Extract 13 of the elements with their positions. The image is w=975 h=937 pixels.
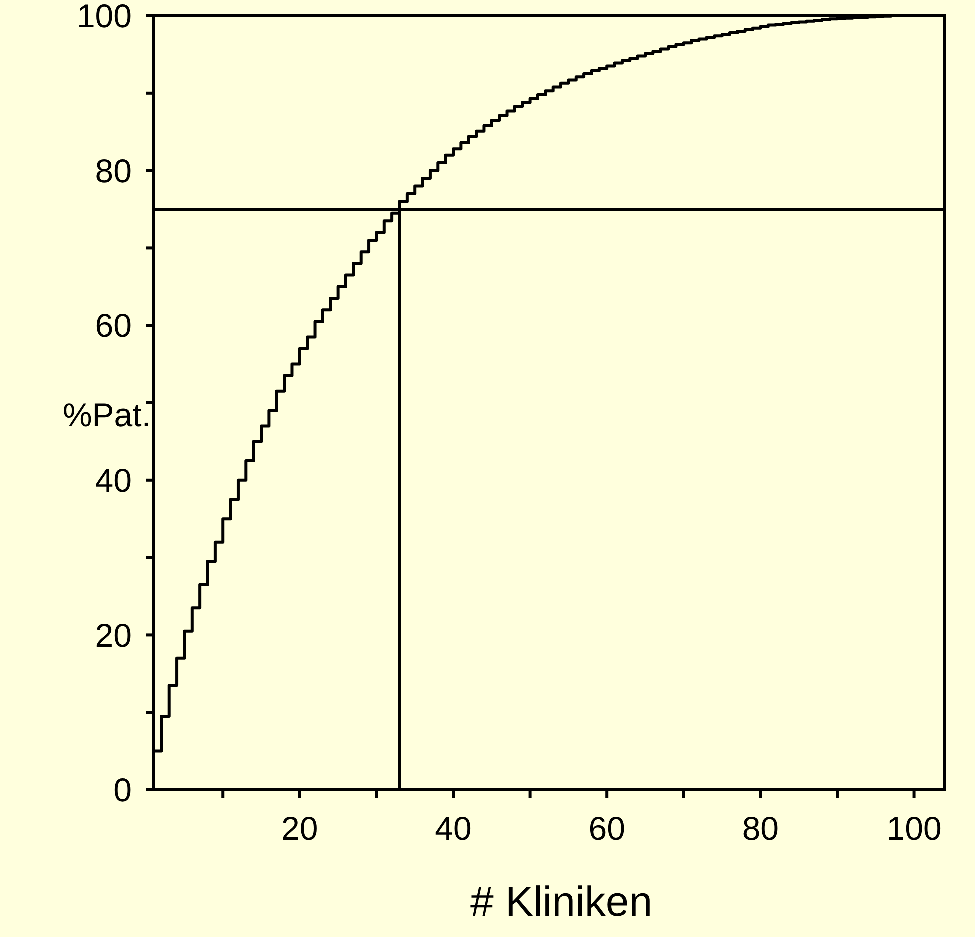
x-tick-label: 100	[886, 810, 942, 847]
y-tick-label: 0	[114, 772, 132, 809]
y-tick-label: 80	[95, 152, 132, 190]
x-tick-label: 40	[435, 810, 472, 847]
y-tick-label: 60	[95, 307, 132, 344]
y-tick-label: 20	[95, 616, 132, 654]
y-tick-label: 40	[95, 462, 132, 499]
x-tick-label: 60	[588, 810, 626, 847]
y-tick-label: 100	[76, 0, 132, 35]
x-axis-title: # Kliniken	[470, 878, 653, 925]
y-axis-title: %Pat.	[62, 396, 151, 434]
x-tick-label: 20	[282, 810, 318, 847]
x-tick-label: 80	[742, 810, 780, 847]
